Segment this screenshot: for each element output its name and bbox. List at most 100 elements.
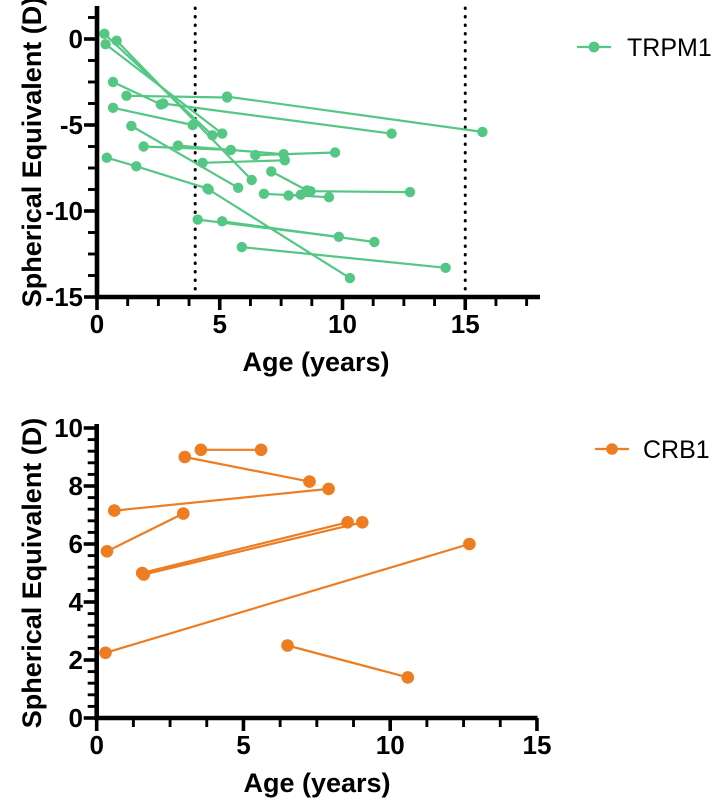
y-tick-label: 4 bbox=[69, 587, 84, 617]
data-point-marker bbox=[323, 192, 335, 203]
data-point-marker bbox=[283, 190, 294, 201]
data-point-marker bbox=[254, 443, 268, 457]
data-point-marker bbox=[303, 475, 316, 488]
data-point-marker bbox=[100, 545, 114, 558]
data-point-marker bbox=[401, 671, 415, 684]
data-point-marker bbox=[107, 76, 119, 88]
data-point-marker bbox=[386, 128, 397, 139]
series-line bbox=[162, 102, 393, 135]
y-tick-label: 8 bbox=[69, 471, 83, 501]
x-axis-title: Age (years) bbox=[242, 347, 389, 377]
data-point-marker bbox=[236, 241, 247, 253]
x-tick-label: 5 bbox=[236, 730, 250, 760]
data-point-marker bbox=[369, 236, 380, 248]
series-line bbox=[309, 190, 412, 194]
y-tick-label: 2 bbox=[69, 645, 83, 675]
series-line bbox=[207, 188, 351, 280]
data-point-marker bbox=[207, 130, 218, 141]
data-point-marker bbox=[341, 516, 354, 529]
data-point-marker bbox=[197, 157, 208, 168]
data-point-marker bbox=[217, 128, 228, 139]
data-point-marker bbox=[177, 507, 190, 520]
data-point-marker bbox=[131, 161, 142, 172]
y-tick-label: -15 bbox=[45, 282, 83, 312]
data-point-marker bbox=[221, 91, 233, 102]
data-point-marker bbox=[126, 120, 137, 132]
series-line bbox=[130, 124, 240, 189]
data-point-marker bbox=[158, 98, 169, 109]
series-line bbox=[240, 246, 447, 269]
y-tick-label: -5 bbox=[60, 110, 83, 140]
data-point-marker bbox=[333, 231, 344, 242]
data-point-marker bbox=[250, 149, 261, 161]
trpm1-chart: 0 5 10 15 0 -5 -10 -15 Age (years) Spherical Equi… bbox=[17, 0, 712, 377]
data-point-marker bbox=[108, 504, 121, 517]
series-line bbox=[141, 521, 349, 575]
series-line bbox=[142, 521, 364, 576]
x-tick-label: 0 bbox=[89, 730, 103, 760]
crb1-chart: 0 5 10 15 0 2 4 6 8 10 Age (years) Spherical Equiva… bbox=[17, 413, 710, 798]
data-point-marker bbox=[258, 188, 270, 199]
data-point-marker bbox=[322, 482, 335, 496]
data-point-marker bbox=[111, 35, 122, 46]
x-tick-label: 10 bbox=[328, 309, 357, 339]
series-line bbox=[183, 455, 311, 483]
y-tick-label: 10 bbox=[54, 413, 83, 443]
legend-label: CRB1 bbox=[643, 436, 710, 464]
y-tick-label: 0 bbox=[69, 24, 83, 54]
data-point-marker bbox=[281, 639, 294, 652]
series-line bbox=[254, 151, 337, 157]
data-point-marker bbox=[279, 155, 290, 166]
data-point-marker bbox=[404, 186, 416, 198]
data-point-marker bbox=[203, 184, 214, 195]
y-tick-label: 6 bbox=[69, 529, 83, 559]
legend-marker bbox=[606, 443, 618, 455]
series-line bbox=[104, 542, 471, 654]
x-tick-label: 10 bbox=[376, 730, 405, 760]
data-point-marker bbox=[187, 119, 198, 131]
data-point-marker bbox=[225, 144, 236, 156]
data-point-marker bbox=[356, 516, 369, 529]
data-point-marker bbox=[121, 90, 132, 102]
series-line bbox=[113, 487, 330, 512]
data-point-marker bbox=[440, 262, 451, 273]
data-point-marker bbox=[99, 646, 112, 660]
series-line bbox=[201, 159, 286, 164]
series-line bbox=[125, 94, 229, 99]
series-line bbox=[111, 106, 194, 127]
series-line bbox=[286, 644, 409, 679]
data-point-marker bbox=[194, 443, 208, 457]
series-line bbox=[221, 220, 376, 244]
data-point-marker bbox=[305, 186, 316, 197]
data-point-marker bbox=[344, 272, 356, 284]
data-point-marker bbox=[266, 166, 277, 177]
data-point-marker bbox=[138, 141, 149, 152]
data-point-marker bbox=[107, 102, 119, 114]
data-point-marker bbox=[101, 152, 113, 163]
y-axis-title: Spherical Equivalent (D) bbox=[17, 418, 47, 729]
data-point-marker bbox=[217, 216, 228, 227]
x-tick-label: 5 bbox=[213, 309, 227, 339]
data-point-marker bbox=[233, 182, 244, 193]
data-point-marker bbox=[100, 39, 111, 50]
data-point-marker bbox=[99, 28, 110, 39]
y-axis-title: Spherical Equivalent (D) bbox=[17, 0, 47, 307]
x-axis-title: Age (years) bbox=[243, 768, 390, 798]
legend-label: TRPM1 bbox=[627, 34, 712, 62]
data-point-marker bbox=[172, 140, 184, 151]
x-tick-label: 0 bbox=[90, 309, 104, 339]
x-tick-label: 15 bbox=[451, 309, 480, 339]
y-tick-label: -10 bbox=[45, 196, 83, 226]
data-point-marker bbox=[477, 126, 488, 138]
series-line bbox=[226, 95, 484, 133]
series-line bbox=[111, 80, 162, 106]
legend-marker bbox=[588, 41, 600, 53]
data-point-marker bbox=[178, 450, 192, 464]
series-line bbox=[105, 512, 185, 553]
data-point-marker bbox=[329, 147, 341, 158]
x-tick-label: 15 bbox=[522, 730, 551, 760]
data-point-marker bbox=[246, 174, 257, 186]
data-point-marker bbox=[137, 568, 150, 581]
